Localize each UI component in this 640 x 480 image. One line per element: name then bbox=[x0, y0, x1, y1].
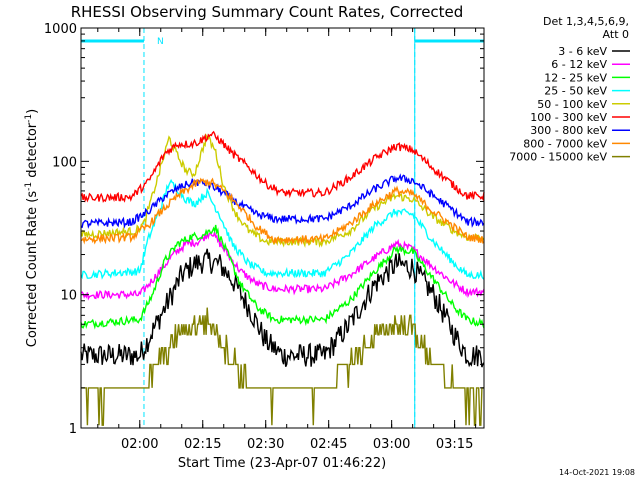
series-line-0 bbox=[80, 248, 485, 368]
series-line-8 bbox=[81, 307, 484, 426]
series-line-2 bbox=[80, 224, 485, 330]
y-axis-label-sup2: -1 bbox=[24, 114, 34, 123]
legend-entry: 300 - 800 keV bbox=[530, 124, 630, 137]
x-tick-label: 02:15 bbox=[184, 437, 221, 452]
detector-note-line2: Att 0 bbox=[603, 28, 629, 41]
legend-entry: 800 - 7000 keV bbox=[523, 137, 630, 150]
y-axis-ticks: 1 10 100 1000 bbox=[44, 22, 484, 437]
x-axis-ticks: 02:00 02:15 02:30 02:45 03:00 03:15 bbox=[97, 28, 477, 452]
footer-timestamp: 14-Oct-2021 19:08 bbox=[559, 468, 635, 477]
legend-label: 6 - 12 keV bbox=[551, 58, 607, 71]
y-axis-label-end: ) bbox=[25, 109, 40, 114]
legend-label: 7000 - 15000 keV bbox=[509, 151, 607, 164]
y-tick-label: 1000 bbox=[44, 22, 77, 37]
legend-entry: 25 - 50 keV bbox=[544, 85, 630, 98]
night-marker: N bbox=[157, 37, 164, 47]
y-tick-label: 100 bbox=[52, 155, 77, 170]
series-line-3 bbox=[80, 178, 485, 280]
legend-label: 3 - 6 keV bbox=[558, 45, 607, 58]
legend-entry: 3 - 6 keV bbox=[558, 45, 630, 58]
y-axis-label-mid: detector bbox=[25, 122, 40, 182]
legend-label: 800 - 7000 keV bbox=[523, 137, 607, 150]
y-tick-label: 1 bbox=[69, 422, 77, 437]
series-line-5 bbox=[80, 130, 485, 203]
x-tick-label: 03:00 bbox=[373, 437, 410, 452]
axes bbox=[80, 27, 485, 429]
legend-entry: 6 - 12 keV bbox=[551, 58, 630, 71]
series-line-6 bbox=[80, 173, 485, 229]
x-tick-label: 02:30 bbox=[247, 437, 284, 452]
y-axis-label: Corrected Count Rate (s-1 detector-1) bbox=[24, 109, 40, 347]
legend-label: 300 - 800 keV bbox=[530, 124, 607, 137]
detector-note-line1: Det 1,3,4,5,6,9, bbox=[543, 15, 629, 28]
legend-entry: 50 - 100 keV bbox=[537, 98, 630, 111]
x-tick-label: 02:00 bbox=[121, 437, 158, 452]
legend-label: 12 - 25 keV bbox=[544, 71, 607, 84]
y-tick-label: 10 bbox=[60, 289, 77, 304]
series-line-7 bbox=[80, 177, 485, 246]
y-axis-label-sup1: -1 bbox=[24, 182, 34, 191]
legend-label: 50 - 100 keV bbox=[537, 98, 607, 111]
legend-entry: 7000 - 15000 keV bbox=[509, 151, 630, 164]
chart-title: RHESSI Observing Summary Count Rates, Co… bbox=[71, 3, 464, 21]
legend-entry: 12 - 25 keV bbox=[544, 71, 630, 84]
series-layer bbox=[80, 130, 485, 426]
series-line-4 bbox=[80, 133, 485, 248]
x-tick-label: 02:45 bbox=[310, 437, 347, 452]
legend-entry: 100 - 300 keV bbox=[530, 111, 630, 124]
y-axis-label-main: Corrected Count Rate (s bbox=[25, 191, 40, 348]
plot-frame bbox=[80, 27, 485, 429]
legend-label: 100 - 300 keV bbox=[530, 111, 607, 124]
series-line-1 bbox=[80, 232, 485, 301]
x-tick-label: 03:15 bbox=[436, 437, 473, 452]
x-axis-label: Start Time (23-Apr-07 01:46:22) bbox=[178, 456, 386, 471]
legend-label: 25 - 50 keV bbox=[544, 85, 607, 98]
